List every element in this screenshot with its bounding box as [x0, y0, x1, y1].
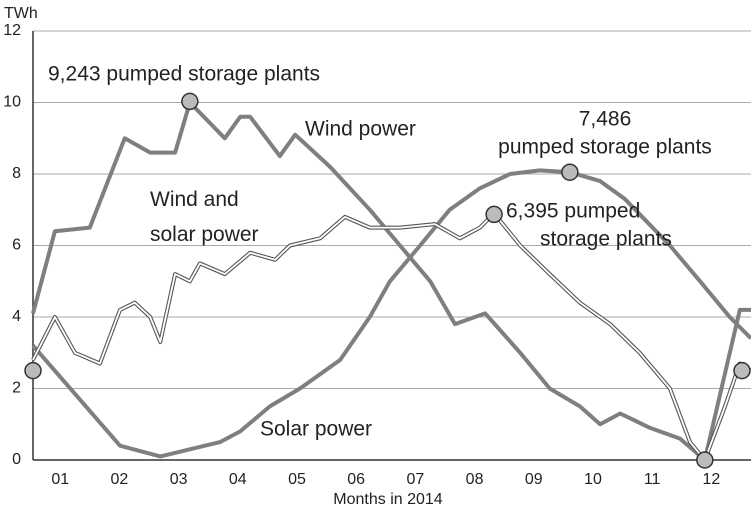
series-label: Wind power	[305, 118, 416, 141]
annotation-text: 9,243 pumped storage plants	[48, 63, 320, 86]
line	[31, 168, 751, 459]
x-tick-label: 09	[525, 471, 543, 488]
y-tick-label: 10	[3, 94, 21, 111]
x-tick-label: 06	[347, 471, 365, 488]
x-tick-label: 10	[584, 471, 602, 488]
y-tick-label: 4	[12, 308, 21, 325]
marker	[696, 451, 714, 469]
x-tick-label: 08	[466, 471, 484, 488]
y-tick-label: 2	[12, 380, 21, 397]
annotation-text: 7,486	[579, 108, 632, 131]
x-tick-label: 12	[702, 471, 720, 488]
x-tick-label: 07	[406, 471, 424, 488]
series-label: Solar power	[260, 418, 372, 441]
x-tick-label: 02	[111, 471, 129, 488]
y-tick-label: 0	[12, 451, 21, 468]
x-tick-label: 11	[644, 471, 661, 488]
x-axis-title: Months in 2014	[333, 491, 443, 508]
y-tick-label: 6	[12, 237, 21, 254]
annotation-point	[561, 163, 579, 181]
line	[32, 212, 751, 461]
marker	[733, 361, 751, 380]
x-tick-label: 01	[51, 471, 69, 488]
annotation-text: storage plants	[540, 228, 672, 251]
annotation-point	[181, 92, 199, 111]
annotation-text: 6,395 pumped	[506, 200, 640, 223]
marker	[24, 361, 42, 380]
x-tick-label: 04	[229, 471, 247, 488]
series-label: Wind and solar power	[150, 188, 259, 246]
x-tick-label: 05	[288, 471, 306, 488]
annotation-point	[485, 205, 503, 224]
x-tick-label: 03	[170, 471, 188, 488]
annotation-text: pumped storage plants	[498, 136, 712, 159]
y-unit: TWh	[4, 5, 38, 22]
y-tick-label: 8	[12, 165, 21, 182]
y-tick-label: 12	[3, 22, 21, 39]
